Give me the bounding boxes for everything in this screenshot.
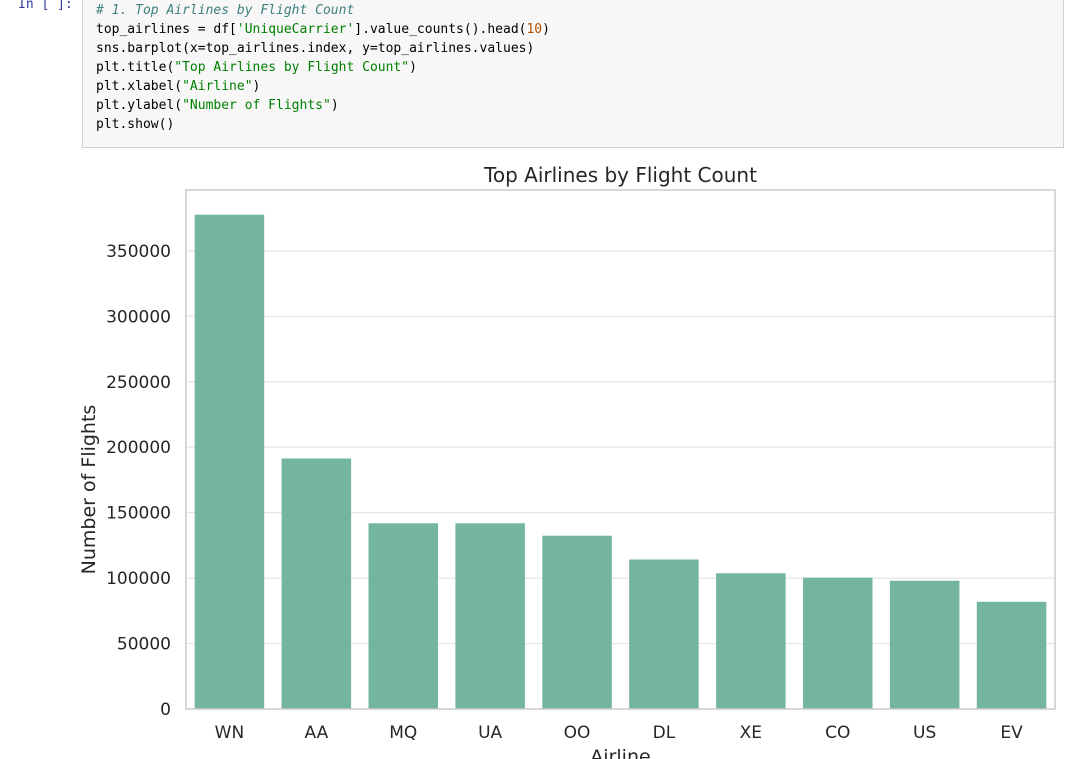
bar-mq [368, 523, 439, 709]
code-line-5a: plt.xlabel( [96, 79, 183, 94]
x-tick-label: OO [564, 723, 591, 743]
code-string: 'UniqueCarrier' [236, 22, 355, 37]
y-tick-label: 100000 [106, 569, 171, 589]
x-tick-label: MQ [389, 723, 417, 743]
x-tick-label: DL [653, 723, 676, 743]
code-line-6a: plt.ylabel( [96, 98, 183, 113]
y-tick-label: 50000 [117, 635, 171, 655]
x-tick-label: WN [215, 723, 245, 743]
x-tick-label: UA [478, 723, 502, 743]
chart-title: Top Airlines by Flight Count [483, 163, 757, 187]
y-tick-label: 200000 [106, 438, 171, 458]
bar-ua [455, 523, 525, 709]
code-line-3: sns.barplot(x=top_airlines.index, y=top_… [96, 41, 535, 56]
code-line-5c: ) [252, 79, 261, 94]
bar-aa [281, 458, 352, 709]
bar-wn [194, 214, 265, 710]
code-line-6c: ) [330, 98, 339, 113]
code-string: "Airline" [182, 79, 253, 94]
code-cell[interactable]: # 1. Top Airlines by Flight Count top_ai… [82, 0, 1064, 148]
code-comment: # 1. Top Airlines by Flight Count [96, 3, 355, 18]
bar-dl [629, 559, 699, 709]
x-tick-label: CO [825, 723, 850, 743]
code-line-2e: ) [542, 22, 550, 37]
code-line-7: plt.show() [96, 117, 175, 132]
bar-co [802, 577, 873, 709]
code-line-4a: plt.title( [96, 60, 175, 75]
cell-prompt: In [ ]: [18, 0, 73, 12]
y-tick-label: 150000 [106, 504, 171, 524]
y-tick-label: 0 [160, 700, 171, 720]
code-editor[interactable]: # 1. Top Airlines by Flight Count top_ai… [96, 1, 550, 134]
y-axis-label: Number of Flights [78, 405, 100, 575]
bar-us [889, 580, 960, 709]
y-tick-label: 350000 [106, 242, 171, 262]
bar-oo [542, 535, 612, 709]
x-axis-label: Airline [590, 746, 650, 759]
bar-ev [976, 601, 1047, 709]
y-tick-label: 250000 [106, 373, 171, 393]
code-string: "Top Airlines by Flight Count" [174, 60, 410, 75]
code-line-4c: ) [409, 60, 417, 75]
plot-frame [185, 189, 1056, 710]
x-tick-label: EV [1000, 723, 1023, 743]
x-tick-label: AA [304, 723, 328, 743]
x-tick-label: XE [740, 723, 762, 743]
code-string: "Number of Flights" [182, 98, 331, 113]
y-tick-label: 300000 [106, 307, 171, 327]
bar-xe [716, 573, 786, 709]
code-line-2a: top_airlines = df[ [96, 22, 237, 37]
code-number: 10 [526, 22, 543, 37]
x-tick-label: US [913, 723, 936, 743]
code-line-2c: ].value_counts().head( [354, 22, 527, 37]
